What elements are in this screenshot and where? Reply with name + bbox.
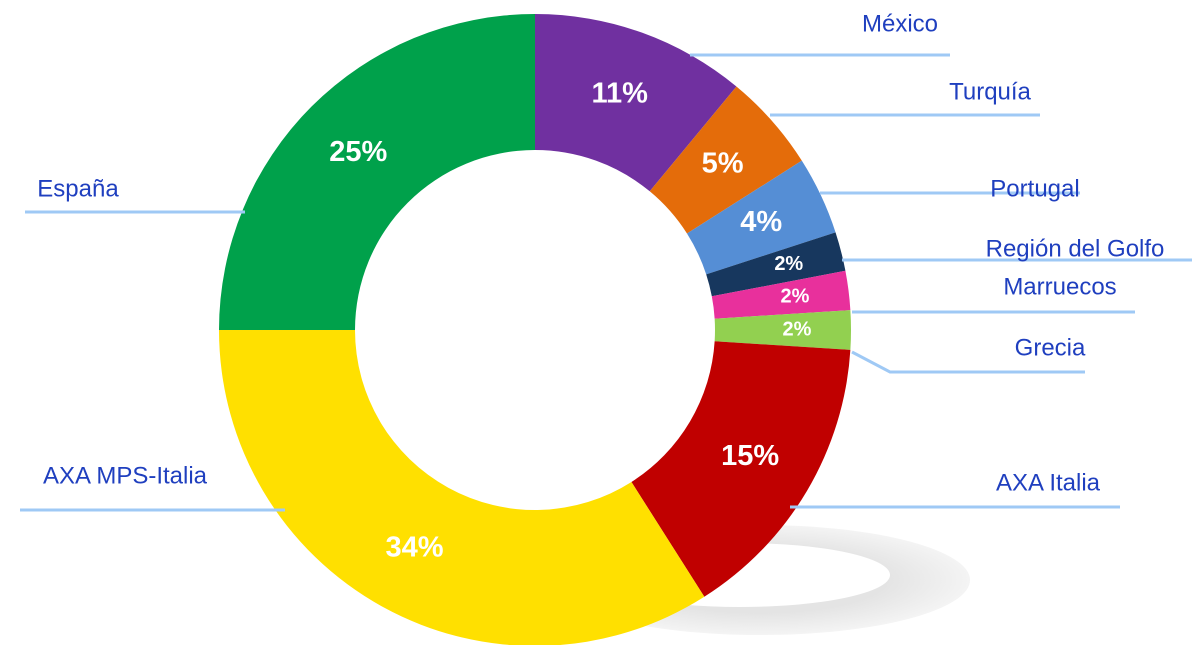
category-label: Turquía xyxy=(949,78,1031,105)
data-label: 25% xyxy=(329,136,387,168)
donut-slice xyxy=(706,232,846,297)
donut-slice xyxy=(711,270,851,319)
data-label: 2% xyxy=(780,285,809,307)
donut-slice xyxy=(686,160,836,275)
category-label: España xyxy=(37,175,119,202)
category-label: México xyxy=(862,10,938,37)
category-label: Región del Golfo xyxy=(986,235,1165,262)
data-label: 11% xyxy=(591,77,648,109)
donut-slice xyxy=(219,14,535,330)
data-label: 4% xyxy=(740,206,782,238)
leader-line xyxy=(851,350,1085,374)
category-label: Portugal xyxy=(990,175,1079,202)
donut-slice xyxy=(631,341,851,597)
data-label: 15% xyxy=(721,440,779,472)
data-label: 34% xyxy=(386,532,444,564)
category-label: AXA Italia xyxy=(996,469,1101,496)
donut-slice xyxy=(649,86,802,234)
category-label: Marruecos xyxy=(1003,273,1116,300)
donut-slice xyxy=(714,310,851,350)
data-label: 5% xyxy=(702,147,744,179)
category-label: Grecia xyxy=(1015,334,1086,361)
data-label: 2% xyxy=(783,318,812,340)
donut-slice xyxy=(219,330,705,645)
category-label: AXA MPS-Italia xyxy=(43,462,208,489)
donut-slice xyxy=(535,14,737,192)
data-label: 2% xyxy=(774,253,803,275)
